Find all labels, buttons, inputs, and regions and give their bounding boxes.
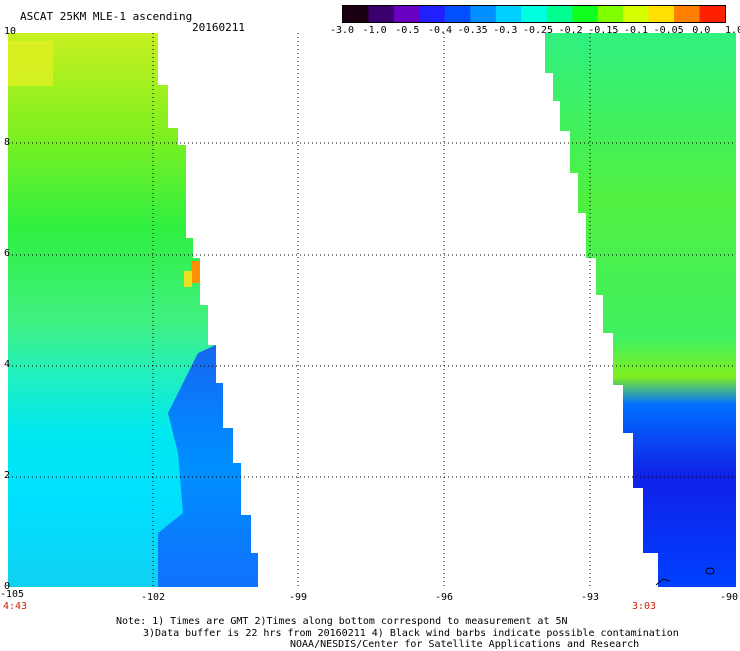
note-line-3: NOAA/NESDIS/Center for Satellite Applica…: [290, 639, 640, 650]
x-tick-102: -102: [140, 592, 166, 603]
colorbar-label: -0.2: [558, 25, 583, 36]
colorbar-swatch: [699, 6, 725, 22]
y-tick-4: 4: [4, 359, 11, 370]
y-tick-8: 8: [4, 137, 11, 148]
colorbar-label: 1.0: [724, 25, 740, 36]
colorbar-label: -1.0: [362, 25, 387, 36]
left-swath-yellow: [8, 41, 53, 86]
colorbar-label: -3.0: [329, 25, 355, 36]
colorbar-swatch: [521, 6, 548, 22]
colorbar-label: -0.4: [427, 25, 453, 36]
x-tick-96: -96: [434, 592, 454, 603]
y-tick-2: 2: [4, 470, 11, 481]
left-swath-blue: [158, 345, 258, 587]
colorbar-swatch: [546, 6, 573, 22]
colorbar-label: -0.15: [588, 25, 619, 36]
pass-time-right: 3:03: [632, 601, 657, 612]
note-line-2: 3)Data buffer is 22 hrs from 20160211 4)…: [143, 628, 679, 639]
colorbar-swatch: [444, 6, 471, 22]
colorbar-swatch: [343, 6, 369, 22]
colorbar-swatch: [495, 6, 522, 22]
colorbar-swatch: [597, 6, 624, 22]
colorbar-swatch: [623, 6, 650, 22]
colorbar-swatch: [393, 6, 420, 22]
map-date: 20160211: [192, 21, 245, 34]
left-swath-hotspot: [191, 261, 200, 283]
colorbar-label: -0.1: [623, 25, 649, 36]
pass-time-left: 4:43: [3, 601, 28, 612]
colorbar-swatch: [674, 6, 701, 22]
colorbar: [342, 5, 726, 23]
map-title: ASCAT 25KM MLE-1 ascending: [20, 10, 193, 23]
colorbar-label: -0.5: [395, 25, 420, 36]
colorbar-label: 0.0: [692, 25, 711, 36]
colorbar-label: -0.05: [653, 25, 684, 36]
x-tick-99: -99: [288, 592, 308, 603]
island: [705, 567, 715, 575]
colorbar-swatch: [572, 6, 599, 22]
colorbar-swatch: [648, 6, 675, 22]
note-line-1: Note: 1) Times are GMT 2)Times along bot…: [116, 616, 568, 627]
coastline: [655, 578, 671, 586]
y-tick-0: 0: [4, 581, 11, 592]
wind-map: [8, 33, 736, 587]
colorbar-swatch: [419, 6, 446, 22]
colorbar-labels: -3.0 -1.0 -0.5 -0.4 -0.35 -0.3 -0.25 -0.2 -0.15-…: [330, 25, 740, 37]
x-tick-93: -93: [580, 592, 600, 603]
colorbar-label: -0.35: [457, 25, 488, 36]
colorbar-label: -0.3: [493, 25, 518, 36]
y-tick-10: 10: [4, 26, 17, 37]
x-tick-90: -90: [719, 592, 739, 603]
y-tick-6: 6: [4, 248, 11, 259]
colorbar-swatch: [470, 6, 497, 22]
left-swath-hotspot-halo: [184, 271, 192, 287]
colorbar-swatch: [368, 6, 395, 22]
grid-lines: [8, 33, 736, 587]
right-swath: [545, 33, 736, 587]
colorbar-label: -0.25: [522, 25, 554, 36]
x-tick-105: -105: [0, 589, 25, 600]
